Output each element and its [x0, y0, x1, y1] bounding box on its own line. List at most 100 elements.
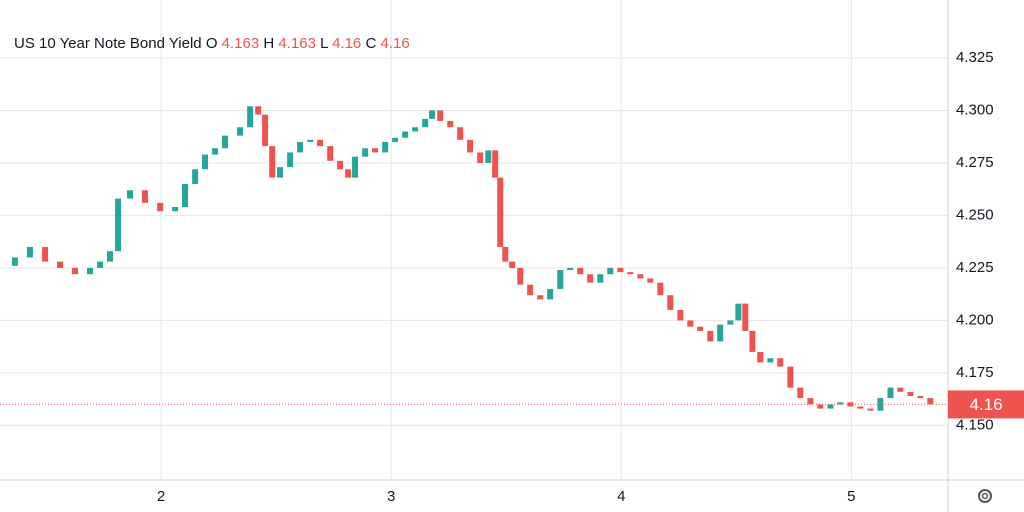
y-tick-label: 4.150	[956, 416, 994, 433]
candle-body	[767, 358, 774, 363]
y-tick-label: 4.325	[956, 49, 994, 66]
candle-body	[777, 358, 784, 367]
candle-body	[477, 152, 484, 163]
y-tick-label: 4.300	[956, 101, 994, 118]
candle-body	[115, 198, 122, 252]
candle-body	[172, 207, 179, 212]
candle-body	[677, 309, 684, 321]
settings-icon[interactable]	[978, 489, 992, 503]
x-tick-label: 4	[617, 488, 625, 505]
candle-body	[742, 303, 749, 331]
candle-body	[597, 274, 604, 283]
ohlc-label: H	[263, 35, 274, 52]
candle-body	[837, 402, 844, 405]
y-tick-label: 4.200	[956, 311, 994, 328]
candle-body	[157, 202, 164, 212]
candle-body	[382, 141, 389, 153]
candle-body	[457, 127, 464, 140]
candle-body	[485, 150, 492, 163]
candle-body	[877, 398, 884, 411]
y-tick-label: 4.275	[956, 154, 994, 171]
ohlc-value: 4.16	[332, 35, 361, 52]
candle-body	[637, 274, 644, 279]
candle-body	[26, 246, 33, 258]
candle-body	[547, 288, 554, 300]
candle-body	[927, 398, 934, 405]
candle-body	[817, 404, 824, 409]
candle-body	[509, 261, 516, 268]
candle-body	[212, 148, 219, 155]
candle-body	[617, 267, 624, 273]
candle-body	[277, 167, 284, 178]
candle-body	[11, 257, 18, 266]
gear[interactable]	[978, 489, 992, 503]
candle-body	[717, 324, 724, 342]
candle-body	[917, 396, 924, 399]
candle-body	[527, 284, 534, 296]
candle-body	[181, 183, 188, 208]
x-tick-label: 2	[157, 488, 165, 505]
x-tick-label: 3	[387, 488, 395, 505]
candle-body	[492, 150, 499, 178]
candle-body	[857, 406, 864, 409]
y-tick-label: 4.175	[956, 364, 994, 381]
candle-body	[202, 154, 209, 170]
candle-body	[412, 127, 419, 132]
candle-body	[807, 398, 814, 405]
candle-body	[607, 267, 614, 275]
candle-body	[127, 190, 134, 199]
candle-body	[262, 114, 269, 147]
candle-body	[447, 120, 454, 128]
candle-body	[537, 295, 544, 300]
candle-body	[757, 351, 764, 363]
candle-body	[141, 190, 148, 203]
candle-body	[192, 169, 199, 184]
candle-body	[437, 110, 444, 121]
candle-body	[667, 295, 674, 310]
candle-body	[467, 139, 474, 153]
candle-body	[392, 137, 399, 142]
y-tick-label: 4.225	[956, 259, 994, 276]
ohlc-label: L	[320, 35, 328, 52]
candle-body	[297, 141, 304, 153]
gear-center[interactable]	[981, 492, 989, 500]
ohlc-value: 4.163	[278, 35, 316, 52]
candle-body	[557, 270, 564, 289]
candle-body	[749, 330, 756, 352]
candle-body	[687, 320, 694, 327]
candle-body	[352, 156, 359, 178]
candle-body	[697, 326, 704, 331]
candle-body	[247, 106, 254, 128]
candle-body	[907, 391, 914, 397]
candle-body	[97, 261, 104, 268]
candle-body	[269, 146, 276, 178]
candle-body	[236, 127, 243, 136]
ohlc-value: 4.163	[222, 35, 260, 52]
candle-body	[287, 152, 294, 168]
candle-body	[327, 146, 334, 161]
candle-body	[86, 267, 93, 275]
legend: US 10 Year Note Bond Yield O 4.163 H 4.1…	[14, 35, 410, 52]
candle-body	[72, 267, 79, 275]
candle-body	[372, 148, 379, 153]
candle-body	[502, 246, 509, 262]
candle-body	[867, 408, 874, 411]
last-price-box	[948, 390, 1024, 419]
candle-body	[362, 148, 369, 157]
candle-body	[727, 320, 734, 325]
candle-body	[106, 251, 113, 262]
candle-body	[735, 303, 742, 321]
candle-body	[587, 274, 594, 283]
candle-body	[847, 402, 854, 407]
candle-body	[307, 139, 314, 142]
title: US 10 Year Note Bond Yield	[14, 35, 202, 52]
candle-body	[402, 131, 409, 138]
candle-body	[797, 387, 804, 399]
candle-body	[647, 278, 654, 283]
candle-body	[345, 169, 352, 178]
candle-body	[429, 110, 436, 119]
last-price-label: 4.16	[969, 395, 1002, 414]
candle-body	[627, 272, 634, 275]
x-tick-label: 5	[847, 488, 855, 505]
